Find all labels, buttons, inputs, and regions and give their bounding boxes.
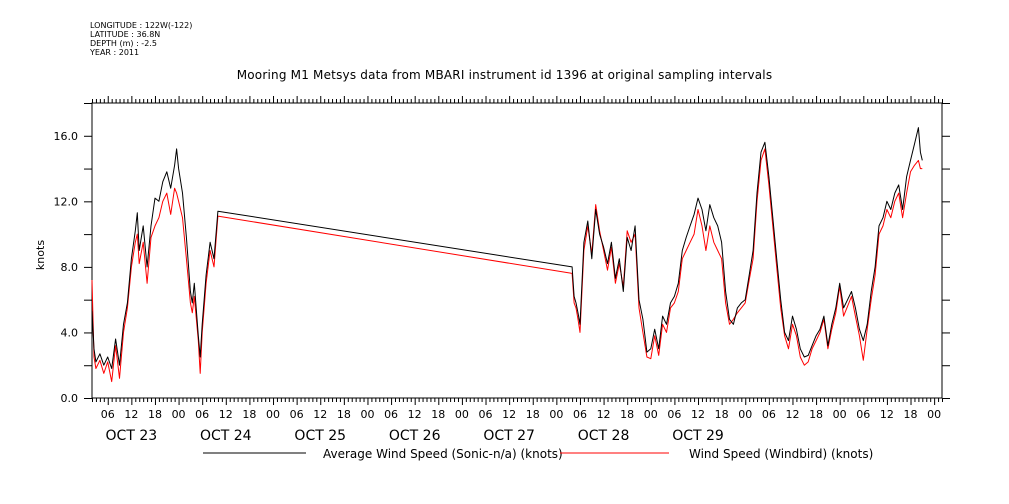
x-tick-label: 18 bbox=[904, 408, 918, 421]
x-tick-label: 06 bbox=[479, 408, 493, 421]
x-tick-label: 12 bbox=[502, 408, 516, 421]
x-day-label: OCT 25 bbox=[294, 428, 346, 444]
x-tick-label: 18 bbox=[715, 408, 729, 421]
x-tick-label: 12 bbox=[691, 408, 705, 421]
x-tick-label: 12 bbox=[313, 408, 327, 421]
x-tick-label: 00 bbox=[644, 408, 658, 421]
x-tick-label: 00 bbox=[172, 408, 186, 421]
y-tick-label: 12.0 bbox=[54, 195, 79, 208]
x-tick-label: 18 bbox=[526, 408, 540, 421]
legend-label-windbird: Wind Speed (Windbird) (knots) bbox=[689, 447, 873, 461]
y-tick-label: 8.0 bbox=[61, 261, 79, 274]
x-day-label: OCT 24 bbox=[200, 428, 252, 444]
x-tick-label: 06 bbox=[856, 408, 870, 421]
legend: Average Wind Speed (Sonic-n/a) (knots) W… bbox=[203, 447, 873, 461]
series-line-windbird bbox=[91, 148, 923, 383]
x-tick-label: 18 bbox=[809, 408, 823, 421]
x-tick-label: 00 bbox=[833, 408, 847, 421]
x-tick-label: 18 bbox=[242, 408, 256, 421]
x-tick-label: 06 bbox=[384, 408, 398, 421]
x-tick-label: 12 bbox=[408, 408, 422, 421]
x-axis-ticks: 06 12 18 00 06 12 18 00 06 12 18 00 06 12 18 00 06 12 18 00… bbox=[92, 96, 943, 444]
plot-frame bbox=[91, 102, 943, 399]
metadata-header: LONGITUDE : 122W(-122) LATITUDE : 36.8N … bbox=[90, 21, 192, 57]
x-tick-label: 06 bbox=[573, 408, 587, 421]
x-tick-label: 06 bbox=[101, 408, 115, 421]
chart-title: Mooring M1 Metsys data from MBARI instru… bbox=[236, 68, 773, 82]
x-tick-label: 00 bbox=[266, 408, 280, 421]
series-line-sonic bbox=[91, 127, 923, 369]
x-tick-label: 18 bbox=[620, 408, 634, 421]
series-lines bbox=[91, 127, 923, 383]
longitude-label: LONGITUDE : 122W(-122) bbox=[90, 21, 193, 30]
x-day-label: OCT 29 bbox=[672, 428, 724, 444]
x-tick-label: 06 bbox=[762, 408, 776, 421]
plot-border bbox=[91, 102, 943, 399]
x-tick-label: 06 bbox=[195, 408, 209, 421]
x-tick-label: 00 bbox=[455, 408, 469, 421]
x-tick-label: 12 bbox=[880, 408, 894, 421]
x-tick-label: 18 bbox=[431, 408, 445, 421]
latitude-label: LATITUDE : 36.8N bbox=[90, 30, 161, 39]
x-tick-label: 00 bbox=[738, 408, 752, 421]
x-day-label: OCT 27 bbox=[483, 428, 535, 444]
legend-label-sonic: Average Wind Speed (Sonic-n/a) (knots) bbox=[323, 447, 563, 461]
x-tick-label: 00 bbox=[360, 408, 374, 421]
y-tick-label: 0.0 bbox=[61, 392, 79, 405]
x-day-label: OCT 23 bbox=[106, 428, 158, 444]
x-day-label: OCT 28 bbox=[578, 428, 630, 444]
depth-label: DEPTH (m) : -2.5 bbox=[90, 39, 157, 48]
x-tick-label: 12 bbox=[785, 408, 799, 421]
x-tick-label: 12 bbox=[597, 408, 611, 421]
y-axis-ticks: 0.0 4.0 8.0 12.0 16.0 bbox=[54, 103, 950, 405]
y-axis-label: knots bbox=[34, 240, 47, 270]
x-tick-label: 06 bbox=[290, 408, 304, 421]
x-tick-label: 18 bbox=[148, 408, 162, 421]
y-tick-label: 4.0 bbox=[61, 326, 79, 339]
y-tick-label: 16.0 bbox=[54, 130, 79, 143]
x-tick-label: 18 bbox=[337, 408, 351, 421]
x-tick-label: 12 bbox=[124, 408, 138, 421]
x-tick-label: 00 bbox=[927, 408, 941, 421]
year-label: YEAR : 2011 bbox=[90, 48, 140, 57]
x-tick-label: 12 bbox=[219, 408, 233, 421]
x-day-label: OCT 26 bbox=[389, 428, 441, 444]
x-tick-label: 06 bbox=[667, 408, 681, 421]
x-tick-label: 00 bbox=[549, 408, 563, 421]
